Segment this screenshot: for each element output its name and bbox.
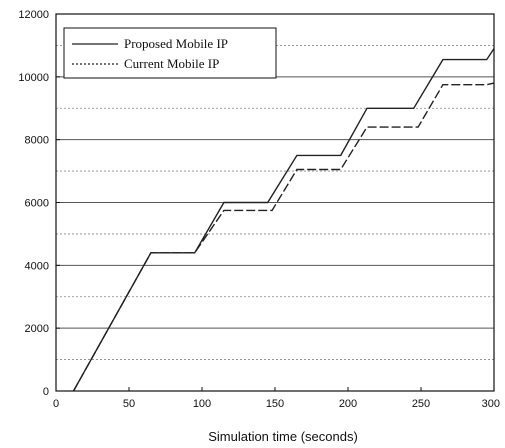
y-tick-label: 12000 <box>18 9 49 21</box>
x-tick-label: 150 <box>266 398 284 410</box>
x-tick-label: 200 <box>339 398 357 410</box>
series-line-proposed <box>72 48 495 392</box>
y-tick-label: 10000 <box>18 72 49 84</box>
legend-label-proposed: Proposed Mobile IP <box>124 36 228 51</box>
y-tick-label: 2000 <box>25 323 49 335</box>
grid-layer <box>56 45 494 360</box>
series-layer <box>72 48 495 392</box>
x-tick-label: 50 <box>123 398 135 410</box>
x-tick-label: 250 <box>412 398 430 410</box>
legend: Proposed Mobile IP Current Mobile IP <box>63 27 277 79</box>
x-axis-title: Simulation time (seconds) <box>208 429 358 444</box>
y-tick-label: 0 <box>43 386 49 398</box>
legend-box <box>63 27 277 79</box>
y-tick-label: 6000 <box>25 198 49 210</box>
tick-layer: 0 2000 4000 6000 8000 10000 12000 0 50 100 150 200 2… <box>18 9 500 410</box>
series-line-current <box>72 82 495 392</box>
y-tick-label: 8000 <box>25 135 49 147</box>
x-tick-label: 0 <box>53 398 59 410</box>
x-tick-label: 100 <box>193 398 211 410</box>
x-tick-label: 300 <box>482 398 500 410</box>
legend-label-current: Current Mobile IP <box>124 56 219 71</box>
y-tick-label: 4000 <box>25 260 49 272</box>
